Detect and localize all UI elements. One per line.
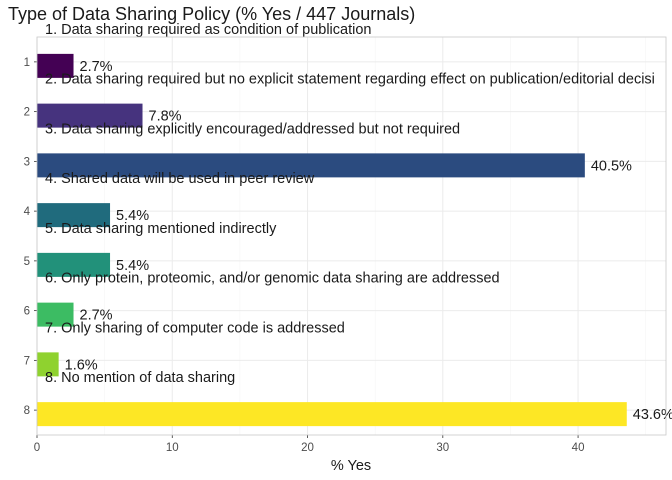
value-label-7: 1.6% [65,357,98,373]
bar-1 [37,53,74,78]
category-label-8: 8. No mention of data sharing [45,370,235,386]
x-tick-label: 30 [436,442,449,454]
bar-7 [37,352,59,377]
bar-2 [37,103,143,128]
x-tick-label: 40 [572,442,585,454]
panel-border [36,36,667,436]
labels: 2.7% 1. Data sharing required as conditio… [45,22,672,423]
y-tick-label: 1 [24,57,30,69]
chart-title: Type of Data Sharing Policy (% Yes / 447… [8,4,415,24]
y-tick-label: 6 [24,306,30,318]
bar-6 [37,302,74,327]
x-tick-label: 0 [34,442,40,454]
y-tick-label: 8 [24,405,30,417]
y-tick-label: 5 [24,256,30,268]
x-tick-label: 20 [301,442,314,454]
value-label-6: 2.7% [80,308,113,324]
value-label-2: 7.8% [149,109,182,125]
y-tick-label: 2 [24,107,30,119]
y-tick-label: 4 [24,206,31,218]
x-axis-title: % Yes [331,458,371,474]
value-label-1: 2.7% [80,59,113,75]
value-label-3: 40.5% [591,158,632,174]
bar-4 [37,203,111,228]
bar-5 [37,252,111,277]
value-label-4: 5.4% [116,208,149,224]
category-label-2: 2. Data sharing required but no explicit… [45,72,655,88]
category-label-1: 1. Data sharing required as condition of… [45,22,371,38]
bars [37,53,627,427]
bar-3 [37,153,585,178]
axes: 1 2 3 4 5 6 7 8 0 10 20 30 40 [24,36,667,454]
bar-8 [37,402,627,427]
value-label-8: 43.6% [633,407,672,423]
y-tick-label: 7 [24,355,30,367]
category-label-5: 5. Data sharing mentioned indirectly [45,221,277,237]
category-label-6: 6. Only protein, proteomic, and/or genom… [45,271,500,287]
y-tick-label: 3 [24,156,30,168]
category-label-4: 4. Shared data will be used in peer revi… [45,171,315,187]
category-label-7: 7. Only sharing of computer code is addr… [45,320,345,336]
value-label-5: 5.4% [116,258,149,274]
category-label-3: 3. Data sharing explicitly encouraged/ad… [45,121,460,137]
x-tick-label: 10 [166,442,179,454]
